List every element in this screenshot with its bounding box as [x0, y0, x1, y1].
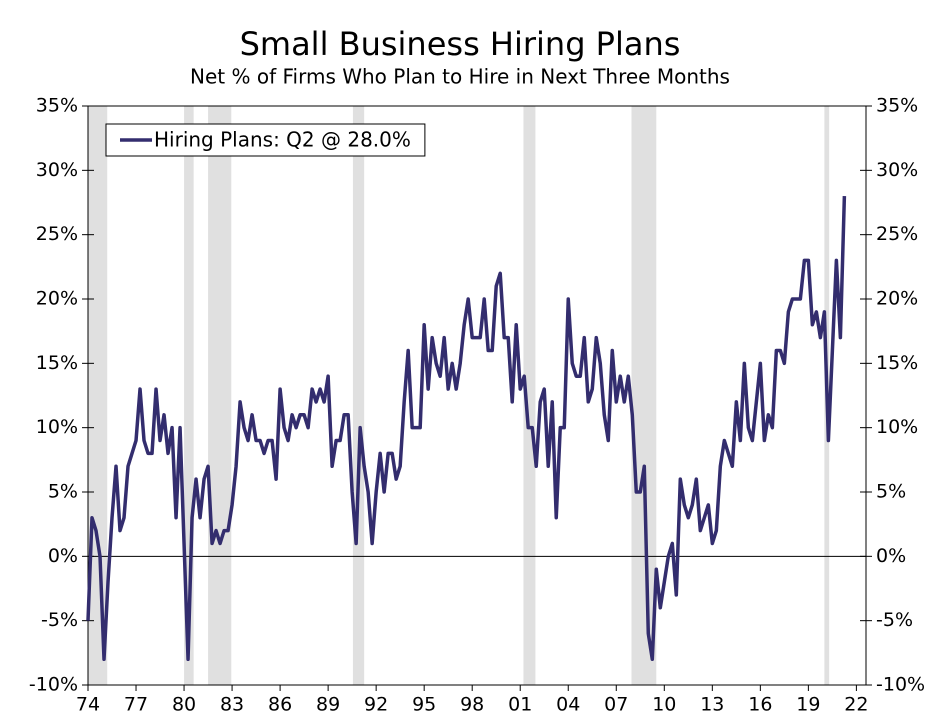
legend-label: Hiring Plans: Q2 @ 28.0%: [154, 128, 411, 152]
y-tick-label: 25%: [36, 223, 78, 245]
y-tick-label: -10%: [29, 674, 78, 696]
plot-frame: [87, 105, 867, 686]
x-tick-label: 07: [604, 694, 628, 716]
x-tick-label: 16: [748, 694, 772, 716]
y2-tick-label: 25%: [876, 223, 918, 245]
y2-tick-label: 30%: [876, 159, 918, 181]
data-line: [86, 196, 847, 662]
x-tick-label: 92: [364, 694, 388, 716]
y-tick-label: 20%: [36, 288, 78, 310]
x-tick-label: 86: [268, 694, 292, 716]
x-tick-label: 77: [124, 694, 148, 716]
x-tick-label: 74: [76, 694, 100, 716]
recession-band: [523, 106, 536, 685]
recession-band: [88, 106, 108, 685]
x-tick-label: 01: [508, 694, 532, 716]
chart-subtitle: Net % of Firms Who Plan to Hire in Next …: [190, 65, 730, 89]
y2-tick-label: 20%: [876, 288, 918, 310]
y-tick-label: -5%: [41, 609, 78, 631]
x-tick-label: 19: [796, 694, 820, 716]
x-tick-label: 89: [316, 694, 340, 716]
recession-band: [631, 106, 657, 685]
y-tick-label: 15%: [36, 352, 78, 374]
y2-tick-label: 0%: [876, 545, 906, 567]
recession-band: [208, 106, 232, 685]
recession-band: [352, 106, 365, 685]
y2-tick-label: -10%: [876, 674, 925, 696]
y-tick-label: 5%: [48, 481, 78, 503]
y-tick-label: 0%: [48, 545, 78, 567]
x-tick-label: 98: [460, 694, 484, 716]
y-tick-label: 30%: [36, 159, 78, 181]
legend-box: [105, 123, 426, 157]
x-tick-label: 95: [412, 694, 436, 716]
x-tick-label: 83: [220, 694, 244, 716]
chart-title: Small Business Hiring Plans: [240, 25, 681, 63]
y-tick-label: 35%: [36, 95, 78, 117]
y2-tick-label: -5%: [876, 609, 913, 631]
recession-band: [184, 106, 194, 685]
x-tick-label: 10: [652, 694, 676, 716]
y2-tick-label: 15%: [876, 352, 918, 374]
x-tick-label: 04: [556, 694, 580, 716]
y2-tick-label: 10%: [876, 416, 918, 438]
y2-tick-label: 35%: [876, 95, 918, 117]
x-tick-label: 22: [844, 694, 868, 716]
x-tick-label: 13: [700, 694, 724, 716]
y2-tick-label: 5%: [876, 481, 906, 503]
y-tick-label: 10%: [36, 416, 78, 438]
x-tick-label: 80: [172, 694, 196, 716]
